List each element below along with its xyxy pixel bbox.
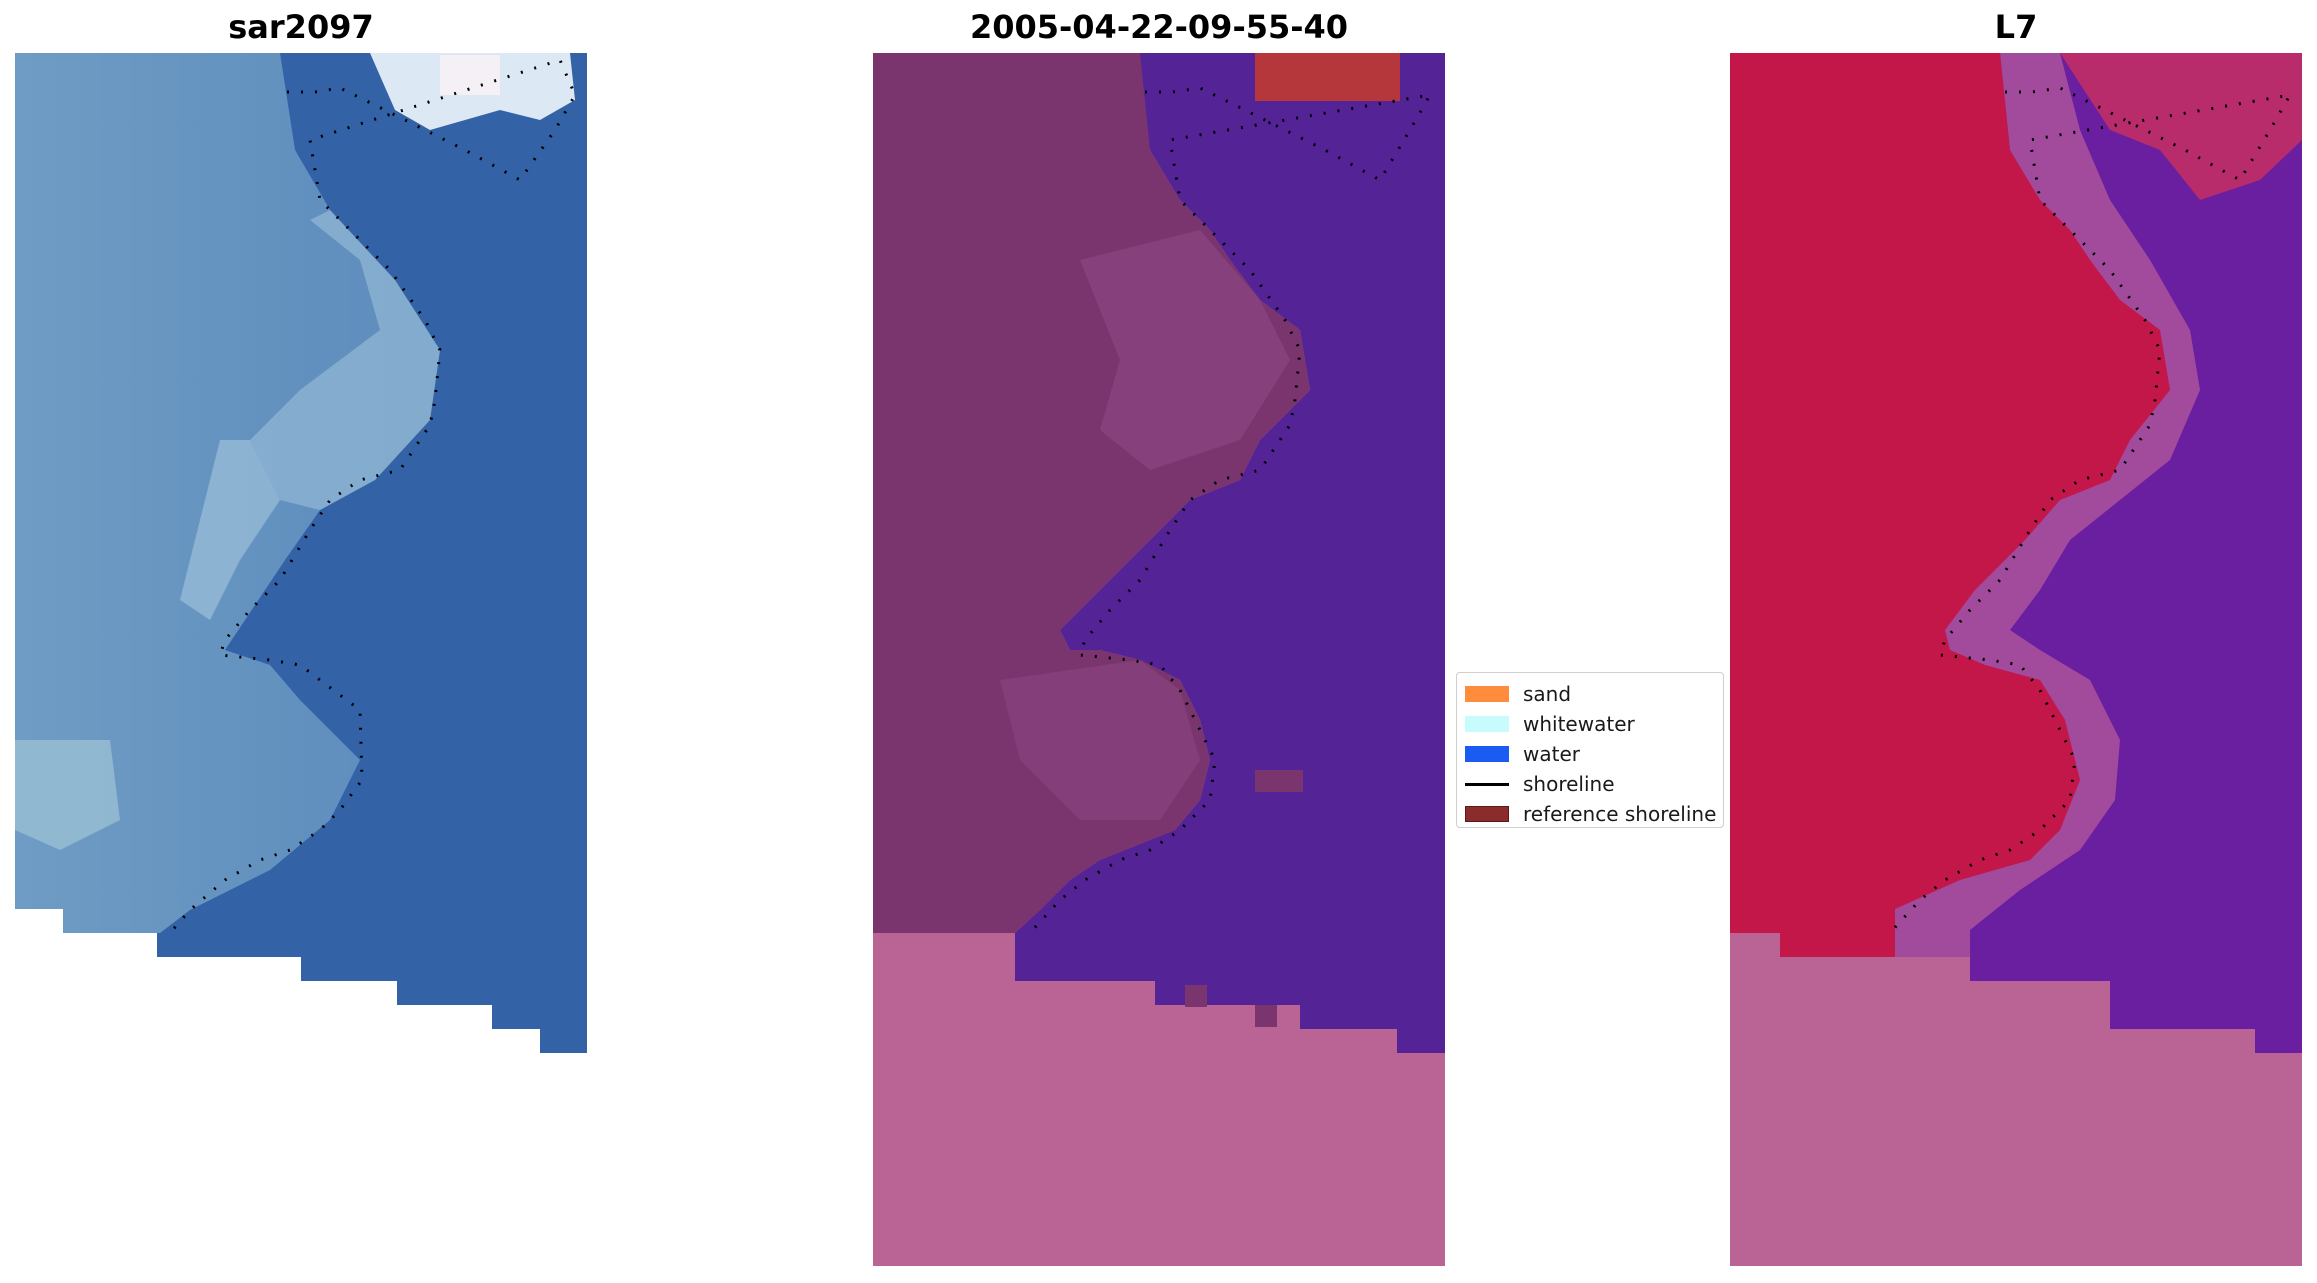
legend-label: water: [1523, 742, 1580, 766]
classified-reference-shoreline-patch: [1255, 53, 1400, 101]
l7-transition-band: [1895, 53, 2200, 957]
classified-land-light-2: [1000, 660, 1200, 820]
legend-item-sand: sand: [1465, 679, 1723, 709]
sar-beach-band-3: [15, 740, 120, 850]
sar-panel-title: sar2097: [228, 8, 374, 46]
classified-land-light: [1080, 230, 1290, 470]
l7-water-area: [1895, 53, 2302, 1053]
legend-swatch-water: [1465, 746, 1509, 762]
legend-swatch-reference-shoreline: [1465, 806, 1509, 822]
legend-line-shoreline: [1465, 782, 1509, 786]
sar-beach-band: [250, 210, 440, 510]
legend-swatch-sand: [1465, 686, 1509, 702]
legend: sand whitewater water shoreline referenc…: [1456, 672, 1724, 828]
l7-panel-title: L7: [1994, 8, 2038, 46]
classified-water-main: [1015, 53, 1445, 1053]
l7-top-band: [2060, 53, 2302, 200]
legend-swatch-whitewater: [1465, 716, 1509, 732]
sar-beach-band-2: [180, 440, 280, 620]
legend-label: sand: [1523, 682, 1572, 706]
classified-land-speck-3: [1255, 1005, 1277, 1027]
sar-surf-highlight: [440, 55, 500, 95]
legend-item-whitewater: whitewater: [1465, 709, 1723, 739]
legend-item-shoreline: shoreline: [1465, 769, 1723, 799]
legend-label: reference shoreline: [1523, 802, 1717, 826]
legend-item-water: water: [1465, 739, 1723, 769]
legend-item-reference-shoreline: reference shoreline: [1465, 799, 1723, 829]
l7-land-area: [1730, 53, 2170, 957]
classified-panel-title: 2005-04-22-09-55-40: [969, 8, 1349, 46]
classified-land-speck: [1255, 770, 1303, 792]
classified-land-speck-2: [1185, 985, 1207, 1007]
legend-label: whitewater: [1523, 712, 1635, 736]
legend-label: shoreline: [1523, 772, 1615, 796]
